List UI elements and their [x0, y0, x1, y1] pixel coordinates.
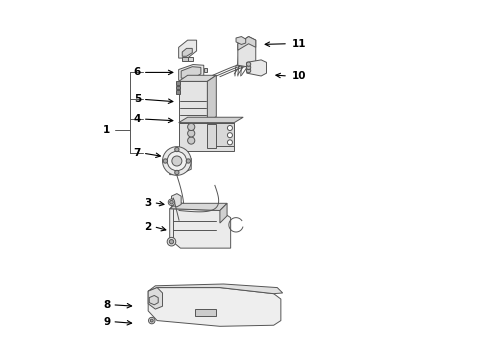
Polygon shape: [179, 123, 234, 151]
Text: 2: 2: [145, 222, 152, 231]
Circle shape: [188, 130, 195, 137]
Polygon shape: [148, 288, 163, 309]
Polygon shape: [179, 81, 207, 123]
Polygon shape: [179, 75, 216, 81]
Polygon shape: [148, 288, 281, 326]
Polygon shape: [238, 37, 256, 67]
Circle shape: [227, 133, 232, 138]
Circle shape: [227, 140, 232, 145]
Polygon shape: [170, 203, 227, 211]
Polygon shape: [207, 125, 216, 148]
Polygon shape: [172, 194, 181, 207]
Text: 3: 3: [145, 198, 152, 208]
Polygon shape: [170, 209, 231, 248]
Text: 1: 1: [103, 125, 111, 135]
Bar: [176, 81, 180, 85]
Text: 4: 4: [134, 114, 141, 124]
Polygon shape: [150, 319, 153, 322]
Polygon shape: [182, 57, 188, 60]
Circle shape: [246, 65, 251, 69]
Polygon shape: [170, 158, 191, 175]
Circle shape: [167, 237, 176, 246]
Polygon shape: [149, 296, 158, 305]
Polygon shape: [204, 68, 207, 72]
Polygon shape: [220, 203, 227, 223]
Polygon shape: [179, 117, 243, 123]
Polygon shape: [188, 57, 193, 60]
Text: 7: 7: [134, 148, 141, 158]
Circle shape: [150, 319, 153, 322]
Circle shape: [246, 62, 251, 66]
Polygon shape: [238, 37, 256, 50]
Polygon shape: [148, 284, 283, 294]
Polygon shape: [236, 37, 245, 44]
Circle shape: [188, 137, 195, 144]
Bar: [176, 90, 180, 94]
Polygon shape: [181, 67, 201, 79]
Circle shape: [168, 199, 175, 206]
Circle shape: [163, 147, 191, 175]
Bar: [195, 309, 216, 316]
Text: 9: 9: [103, 317, 111, 327]
Circle shape: [170, 201, 173, 204]
Circle shape: [148, 318, 155, 324]
Circle shape: [163, 159, 168, 163]
Text: 8: 8: [103, 300, 111, 310]
Text: 6: 6: [134, 67, 141, 77]
Circle shape: [227, 126, 232, 131]
Circle shape: [188, 123, 195, 131]
Polygon shape: [179, 40, 196, 58]
Polygon shape: [182, 48, 192, 56]
Polygon shape: [215, 123, 234, 146]
Polygon shape: [179, 64, 204, 81]
Circle shape: [175, 170, 179, 175]
Polygon shape: [207, 75, 216, 123]
Text: 11: 11: [292, 39, 306, 49]
Circle shape: [167, 151, 187, 171]
Circle shape: [246, 68, 251, 73]
Polygon shape: [247, 60, 267, 76]
Circle shape: [175, 147, 179, 152]
Circle shape: [186, 159, 191, 163]
Circle shape: [172, 156, 182, 166]
Text: 5: 5: [134, 94, 141, 104]
Bar: [176, 86, 180, 89]
Text: 10: 10: [292, 71, 306, 81]
Circle shape: [170, 239, 173, 244]
